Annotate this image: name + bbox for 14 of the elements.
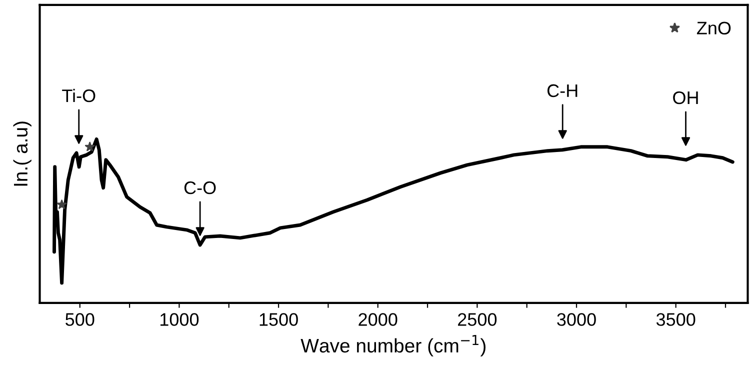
x-tick-label: 1000 <box>160 313 199 326</box>
x-tick-label: 2000 <box>358 313 398 326</box>
annotation: C-O <box>184 181 216 194</box>
annotation: Ti-O <box>62 88 96 102</box>
x-tick-label: 500 <box>66 313 94 326</box>
x-tick-label: 2500 <box>458 313 497 326</box>
annotation: C-H <box>547 84 578 98</box>
x-tick-label: 1500 <box>260 313 298 326</box>
y-axis-title: In.( a.u) <box>13 122 32 186</box>
x-axis-title: Wave number (cm$^{−1}$) <box>300 335 486 356</box>
x-tick-label: 3500 <box>656 313 696 326</box>
annotation: OH <box>673 91 698 104</box>
x-tick-label: 3000 <box>557 313 596 326</box>
legend-label: ZnO <box>696 22 731 34</box>
